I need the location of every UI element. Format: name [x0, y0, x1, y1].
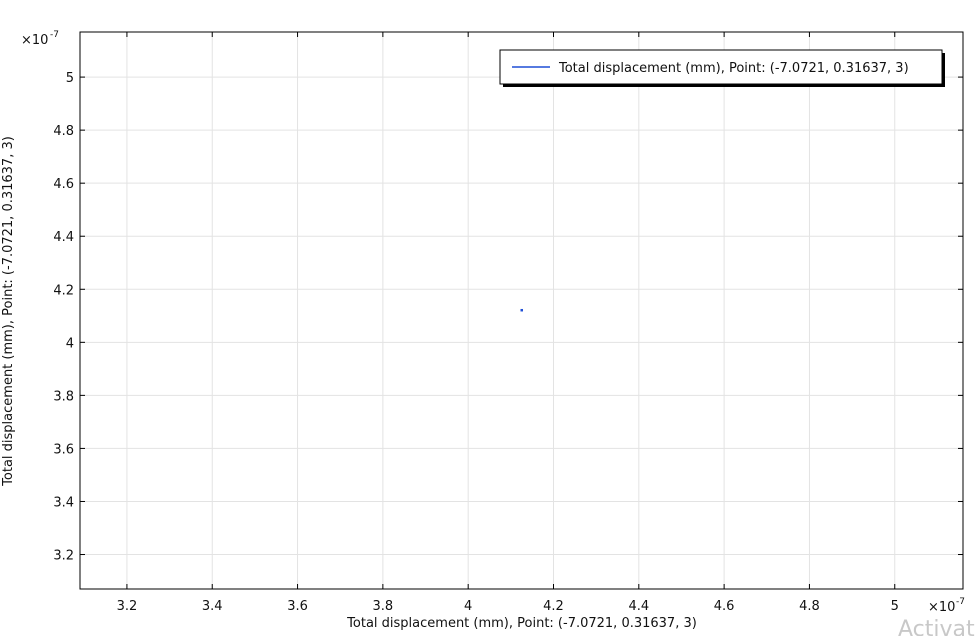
y-exponent-power: -7 [50, 30, 59, 40]
y-exponent-base: ×10 [21, 33, 48, 48]
plot-area-frame [79, 31, 964, 590]
y-tick-label: 4.2 [53, 283, 74, 298]
y-exponent-label: ×10 -7 [21, 30, 59, 48]
y-tick-label: 5 [66, 71, 74, 86]
legend-box [499, 49, 943, 85]
legend-entry-label: Total displacement (mm), Point: (-7.0721… [558, 61, 909, 76]
x-tick-label: 3.4 [202, 599, 223, 614]
y-tick-label: 4.8 [53, 124, 74, 139]
x-tick-label: 3.6 [287, 599, 308, 614]
axis-ticks: 3.2 3.4 3.6 3.8 4 4.2 4.4 4.6 4.8 5 3.2 3.4 3.6 3.8 4 4… [53, 32, 963, 614]
y-tick-label: 4.6 [53, 177, 74, 192]
x-exponent-label: ×10 -7 [928, 597, 965, 615]
y-tick-label: 4 [66, 336, 74, 351]
data-points [520, 308, 523, 312]
x-tick-label: 4 [464, 599, 472, 614]
grid-lines [80, 32, 963, 589]
y-tick-label: 3.4 [53, 495, 74, 510]
x-axis-label: Total displacement (mm), Point: (-7.0721… [346, 616, 697, 631]
x-tick-label: 4.2 [543, 599, 564, 614]
x-tick-label: 4.8 [799, 599, 820, 614]
x-tick-label: 3.2 [117, 599, 138, 614]
x-exponent-power: -7 [956, 597, 965, 607]
y-tick-label: 3.6 [53, 442, 74, 457]
data-point [520, 308, 523, 312]
legend: Total displacement (mm), Point: (-7.0721… [499, 49, 945, 87]
x-tick-label: 4.4 [628, 599, 649, 614]
x-tick-label: 4.6 [714, 599, 735, 614]
y-axis-label: Total displacement (mm), Point: (-7.0721… [1, 136, 16, 487]
y-tick-label: 4.4 [53, 230, 74, 245]
y-tick-label: 3.2 [53, 549, 74, 564]
x-tick-label: 5 [891, 599, 899, 614]
x-tick-label: 3.8 [373, 599, 394, 614]
x-exponent-base: ×10 [928, 600, 955, 615]
y-tick-label: 3.8 [53, 389, 74, 404]
watermark-text: Activat [898, 617, 975, 636]
